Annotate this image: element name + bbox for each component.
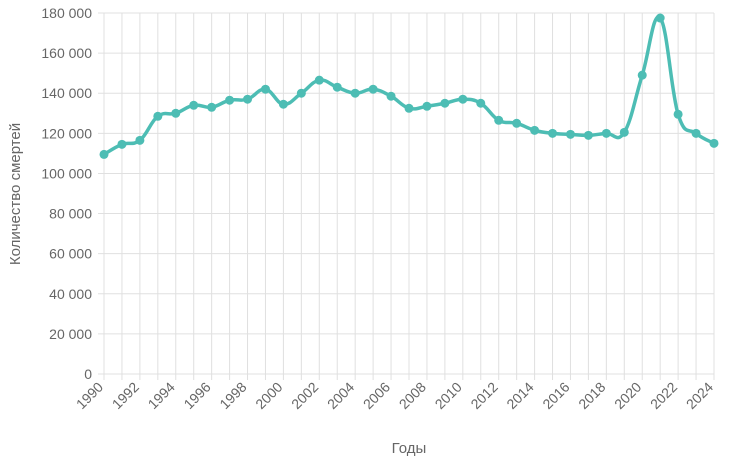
data-point[interactable] [153, 111, 163, 121]
data-point[interactable] [565, 129, 575, 139]
x-tick-label: 2008 [396, 379, 429, 412]
x-tick-label: 1990 [73, 379, 106, 412]
x-tick-label: 2018 [575, 379, 608, 412]
data-point[interactable] [512, 118, 522, 128]
x-tick-label: 2020 [611, 379, 644, 412]
x-tick-label: 2004 [324, 379, 357, 412]
y-axis-ticks: 0 20 000 40 000 60 000 80 000 100 000 120 000 1… [41, 5, 92, 382]
data-point[interactable] [637, 70, 647, 80]
x-tick-label: 2012 [467, 379, 500, 412]
y-tick-label: 140 000 [41, 85, 92, 101]
x-axis-title: Годы [392, 440, 427, 457]
data-point[interactable] [440, 98, 450, 108]
data-point[interactable] [332, 82, 342, 92]
y-tick-label: 100 000 [41, 165, 92, 181]
data-point[interactable] [530, 125, 540, 135]
data-point[interactable] [386, 91, 396, 101]
data-point[interactable] [583, 130, 593, 140]
data-point[interactable] [225, 95, 235, 105]
data-point[interactable] [243, 94, 253, 104]
data-point[interactable] [296, 88, 306, 98]
series [99, 13, 719, 159]
data-point[interactable] [260, 84, 270, 94]
data-point[interactable] [548, 128, 558, 138]
x-tick-label: 1994 [145, 379, 178, 412]
data-point[interactable] [494, 115, 504, 125]
x-tick-label: 2010 [432, 379, 465, 412]
data-point[interactable] [278, 99, 288, 109]
y-tick-label: 120 000 [41, 125, 92, 141]
x-tick-label: 2014 [503, 379, 536, 412]
y-tick-label: 20 000 [49, 326, 92, 342]
data-point[interactable] [99, 149, 109, 159]
data-point[interactable] [350, 88, 360, 98]
data-point[interactable] [404, 103, 414, 113]
data-point[interactable] [709, 138, 719, 148]
data-point[interactable] [691, 128, 701, 138]
data-point[interactable] [619, 127, 629, 137]
data-point[interactable] [368, 84, 378, 94]
y-tick-label: 80 000 [49, 206, 92, 222]
y-tick-label: 160 000 [41, 45, 92, 61]
data-point[interactable] [601, 128, 611, 138]
data-point[interactable] [458, 94, 468, 104]
data-point[interactable] [655, 13, 665, 23]
y-tick-label: 40 000 [49, 286, 92, 302]
x-axis-ticks: 1990 1992 1994 1996 1998 2000 2002 2004 2006 2008… [73, 379, 716, 412]
data-point[interactable] [314, 75, 324, 85]
x-tick-label: 2022 [647, 379, 680, 412]
data-point[interactable] [117, 139, 127, 149]
data-point[interactable] [135, 135, 145, 145]
y-tick-label: 60 000 [49, 246, 92, 262]
data-point[interactable] [476, 98, 486, 108]
x-tick-label: 2006 [360, 379, 393, 412]
y-tick-label: 180 000 [41, 5, 92, 21]
x-tick-label: 1998 [216, 379, 249, 412]
data-point[interactable] [207, 102, 217, 112]
x-tick-label: 1996 [180, 379, 213, 412]
y-tick-label: 0 [84, 366, 92, 382]
data-point[interactable] [673, 109, 683, 119]
x-tick-label: 2024 [683, 379, 716, 412]
x-tick-label: 2016 [539, 379, 572, 412]
data-point[interactable] [171, 108, 181, 118]
y-axis-title: Количество смертей [7, 123, 24, 265]
x-tick-label: 2002 [288, 379, 321, 412]
grid [98, 12, 715, 380]
data-point[interactable] [189, 100, 199, 110]
x-tick-label: 1992 [109, 379, 142, 412]
data-point[interactable] [422, 101, 432, 111]
x-tick-label: 2000 [252, 379, 285, 412]
